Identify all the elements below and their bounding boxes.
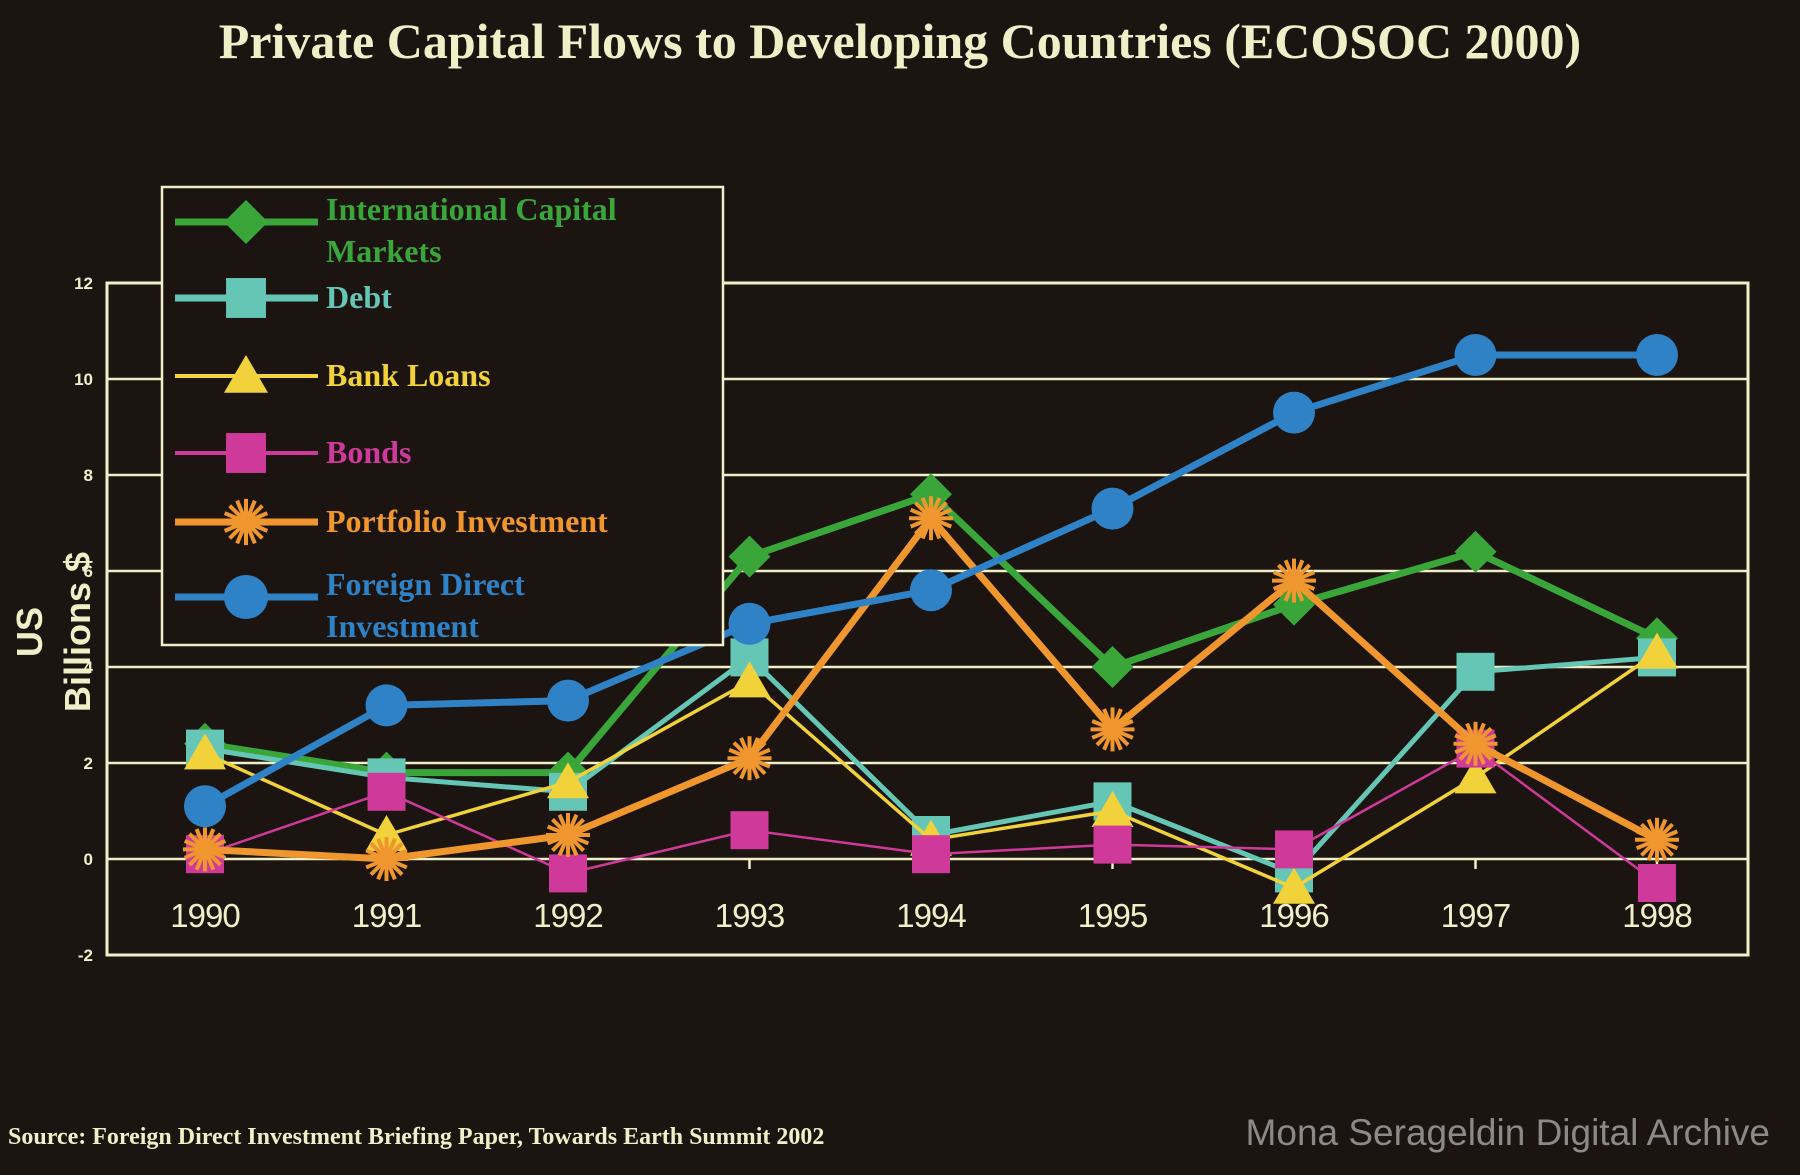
star-core <box>1286 572 1302 589</box>
y-tick-label: 8 <box>84 466 93 485</box>
y-tick-label: 0 <box>84 850 93 869</box>
data-point <box>549 854 587 893</box>
y-tick-label: -2 <box>78 946 93 965</box>
legend-label: Bank Loans <box>326 357 491 393</box>
data-point <box>1091 646 1134 688</box>
data-point <box>910 473 952 516</box>
data-point <box>184 785 226 828</box>
data-point <box>1636 632 1678 669</box>
star-core <box>560 827 576 843</box>
x-tick-label: 1994 <box>896 897 966 934</box>
archive-watermark: Mona Serageldin Digital Archive <box>1245 1112 1770 1153</box>
legend-marker <box>226 433 266 473</box>
legend-marker <box>223 355 269 393</box>
legend-label: Debt <box>326 279 392 315</box>
y-axis-label-line2: Billions $ <box>57 552 98 712</box>
data-point <box>728 602 771 645</box>
legend-marker <box>223 199 269 245</box>
x-tick-label: 1995 <box>1078 897 1147 934</box>
series-lines <box>183 334 1679 904</box>
legend-label: International Capital <box>326 191 617 227</box>
data-point <box>728 661 771 698</box>
y-axis-label: US Billions $ <box>9 552 98 712</box>
data-point <box>1453 721 1498 766</box>
data-point <box>1454 530 1497 573</box>
data-point <box>547 679 589 722</box>
data-point <box>1090 707 1135 752</box>
y-tick-label: 10 <box>74 370 93 389</box>
series-bonds <box>186 729 1676 902</box>
data-point <box>730 811 769 850</box>
data-point <box>1091 487 1134 530</box>
data-point <box>1456 652 1495 691</box>
legend-label: Bonds <box>326 434 411 470</box>
star-core <box>1104 721 1121 738</box>
legend-label: Markets <box>326 233 442 269</box>
star-core <box>1649 831 1665 848</box>
plot-frame <box>105 281 1750 957</box>
data-point <box>367 772 406 811</box>
star-core <box>923 510 939 527</box>
y-axis-label-line1: US <box>9 607 50 657</box>
data-point <box>1454 757 1497 794</box>
legend-marker <box>226 278 266 318</box>
star-core <box>741 750 758 767</box>
x-tick-label: 1993 <box>715 897 784 934</box>
data-point <box>1635 817 1679 862</box>
legend: International Capital Markets Debt Bank Loa… <box>160 185 725 647</box>
x-tick-label: 1990 <box>170 897 240 934</box>
data-point <box>1273 867 1315 904</box>
chart-title: Private Capital Flows to Developing Coun… <box>218 13 1582 69</box>
data-point <box>365 815 408 851</box>
y-tick-label: 6 <box>84 562 93 581</box>
legend-box <box>160 185 725 647</box>
data-point <box>1091 791 1134 827</box>
data-point <box>184 733 226 770</box>
legend-label: Foreign Direct <box>326 566 525 602</box>
data-point <box>546 813 590 857</box>
y-tick-label: 2 <box>84 754 93 773</box>
data-point <box>909 496 953 541</box>
series-foreign-direct-investment <box>184 334 1678 828</box>
data-point <box>547 762 589 799</box>
x-tick-label: 1998 <box>1622 897 1691 934</box>
data-point <box>364 837 409 881</box>
data-point <box>1272 558 1316 603</box>
legend-marker <box>222 498 270 546</box>
y-tick-label: 12 <box>74 274 93 293</box>
legend-label: Portfolio Investment <box>326 503 608 539</box>
x-tick-label: 1997 <box>1441 897 1510 934</box>
data-point <box>1273 391 1315 434</box>
star-core <box>197 841 213 858</box>
data-point <box>1454 334 1497 376</box>
x-tick-label: 1991 <box>352 897 421 934</box>
data-point <box>912 835 950 874</box>
legend-label: Investment <box>326 608 479 644</box>
data-point <box>183 827 227 872</box>
data-point <box>1093 825 1132 864</box>
source-note: Source: Foreign Direct Investment Briefi… <box>8 1124 825 1150</box>
x-tick-label: 1992 <box>533 897 602 934</box>
data-point <box>1636 334 1678 376</box>
series-portfolio-investment <box>183 496 1679 881</box>
data-point <box>1638 864 1676 902</box>
y-tick-label: 4 <box>84 658 94 677</box>
legend-marker <box>223 574 269 620</box>
data-point <box>365 684 408 727</box>
data-point <box>727 736 772 781</box>
star-core <box>1467 735 1484 752</box>
data-point <box>728 535 771 578</box>
star-core <box>237 513 255 531</box>
data-point <box>1275 830 1313 869</box>
star-core <box>378 851 395 867</box>
data-point <box>910 569 952 612</box>
